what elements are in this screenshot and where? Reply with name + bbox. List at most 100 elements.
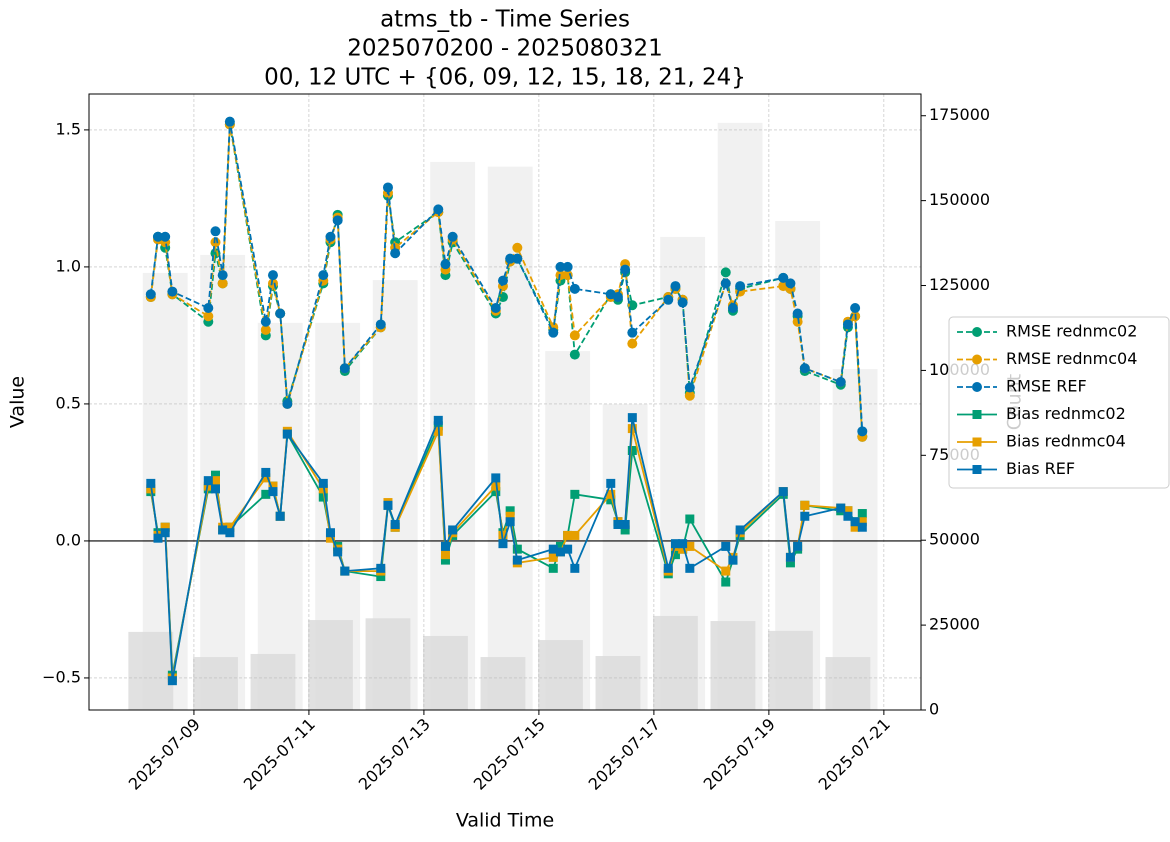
marker (376, 563, 386, 573)
marker (721, 541, 731, 551)
marker (275, 308, 286, 319)
y-tick-label: 0.5 (56, 393, 81, 412)
marker (685, 563, 695, 573)
x-tick-label: 2025-07-19 (700, 715, 779, 794)
marker (146, 478, 156, 488)
y2-tick-label: 50000 (929, 530, 980, 549)
marker (799, 363, 810, 374)
marker (261, 473, 271, 483)
marker (160, 528, 170, 538)
marker (225, 528, 235, 538)
marker (512, 544, 522, 554)
marker (606, 489, 616, 499)
marker (153, 533, 163, 543)
marker (555, 261, 566, 272)
marker (548, 327, 559, 338)
marker (678, 539, 688, 549)
marker (562, 270, 573, 281)
marker (555, 541, 565, 551)
count-bar (538, 640, 583, 710)
marker (972, 465, 982, 474)
marker (620, 525, 630, 535)
marker (612, 292, 623, 303)
marker (382, 182, 393, 193)
y2-tick-label: 150000 (929, 190, 990, 209)
marker (160, 522, 170, 532)
marker (678, 544, 688, 554)
count-bar (480, 657, 526, 710)
y2-tick-label: 25000 (929, 615, 980, 634)
marker (972, 437, 982, 447)
count-bar (365, 618, 411, 710)
marker (440, 550, 450, 560)
marker (167, 676, 177, 686)
marker (778, 272, 789, 283)
y2-tick-label: 0 (929, 700, 939, 719)
x-tick-label: 2025-07-15 (470, 715, 549, 794)
marker (663, 563, 673, 573)
marker (720, 267, 731, 278)
marker (785, 558, 795, 568)
marker (727, 303, 738, 314)
marker (491, 481, 501, 491)
marker (145, 289, 156, 300)
marker (850, 303, 861, 314)
count-bar (193, 657, 238, 710)
marker (325, 528, 335, 538)
marker (677, 297, 688, 308)
marker (160, 231, 171, 242)
legend-label: RMSE rednmc02 (1006, 322, 1137, 341)
marker (224, 116, 235, 127)
marker (728, 555, 738, 565)
marker (152, 231, 163, 242)
marker (785, 552, 795, 562)
marker (721, 566, 731, 576)
marker (167, 286, 178, 297)
marker (433, 415, 443, 425)
marker (376, 572, 386, 582)
marker (684, 382, 695, 393)
x-tick-label: 2025-07-11 (240, 715, 319, 794)
count-bar (128, 631, 174, 710)
y-tick-label: 0.0 (56, 530, 81, 549)
marker (505, 253, 516, 264)
marker (260, 316, 271, 327)
marker (857, 426, 868, 437)
marker (433, 204, 444, 215)
y-axis-label: Value (7, 376, 29, 428)
marker (210, 470, 220, 480)
marker (340, 566, 350, 576)
marker (497, 292, 508, 303)
marker (684, 390, 695, 401)
marker (268, 487, 278, 497)
marker (857, 522, 867, 532)
marker (570, 563, 580, 573)
marker (440, 259, 451, 270)
marker (972, 410, 982, 419)
marker (857, 517, 867, 527)
marker (260, 324, 271, 335)
marker (505, 511, 515, 521)
y-tick-label: 1.5 (56, 119, 81, 138)
marker (721, 577, 731, 587)
marker (390, 519, 400, 529)
marker (569, 349, 580, 360)
x-tick-label: 2025-07-17 (585, 715, 664, 794)
marker (800, 500, 810, 510)
marker (850, 522, 860, 532)
legend-label: Bias rednmc02 (1006, 404, 1126, 423)
marker (843, 506, 853, 516)
marker (375, 319, 386, 330)
marker (267, 270, 278, 281)
marker (627, 327, 638, 338)
marker (548, 563, 558, 573)
marker (562, 261, 573, 272)
marker (261, 467, 271, 477)
count-bar (308, 620, 353, 710)
marker (225, 522, 235, 532)
marker (505, 517, 515, 527)
marker (217, 270, 228, 281)
x-tick-label: 2025-07-21 (815, 715, 894, 794)
count-bar (825, 657, 871, 710)
